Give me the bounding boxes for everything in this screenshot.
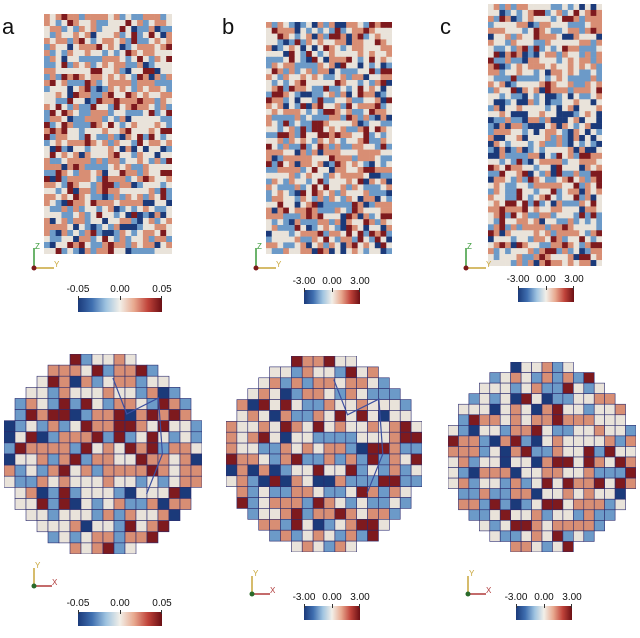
colorbar-bottom-a: -0.05 0.00 0.05 — [67, 598, 172, 638]
colorbar-gradient — [304, 606, 360, 620]
colorbar-tick-min: -3.00 — [504, 592, 528, 603]
colorbar-top-c: -3.00 0.00 3.00 — [507, 274, 602, 314]
axis-label-y: Y — [276, 260, 282, 269]
colorbar-tick-mid: 0.00 — [322, 592, 342, 603]
axis-label-x: X — [270, 586, 276, 595]
colorbar-tick-max: 3.00 — [350, 592, 370, 603]
cross-section-field-a — [4, 354, 202, 554]
cross-section-field-c — [448, 362, 636, 552]
axis-label-z: Z — [467, 242, 472, 251]
colorbar-gradient — [304, 290, 360, 304]
colorbar-tick-max: 0.05 — [152, 598, 172, 609]
axis-triad-top-c: Z Y — [463, 242, 492, 271]
axis-label-x: X — [52, 578, 58, 587]
colorbar-tick-max: 0.05 — [152, 284, 172, 295]
colorbar-top-a: -0.05 0.00 0.05 — [67, 284, 172, 324]
panel-label-a: a — [2, 14, 15, 39]
colorbar-gradient — [78, 612, 162, 626]
axis-label-x: X — [486, 586, 492, 595]
axis-label-y: Y — [54, 260, 60, 269]
axis-triad-top-b: Z Y — [253, 242, 282, 271]
colorbar-gradient — [78, 298, 162, 312]
side-view-field-b — [266, 22, 392, 254]
cross-section-field-b — [226, 356, 422, 552]
colorbar-top-b: -3.00 0.00 3.00 — [293, 276, 388, 316]
colorbar-tick-min: -3.00 — [292, 276, 316, 287]
axis-label-z: Z — [257, 242, 262, 251]
axis-triad-bottom-c: Y X — [465, 569, 492, 597]
axis-label-y: Y — [486, 260, 492, 269]
colorbar-tick-max: 3.00 — [564, 274, 584, 285]
colorbar-tick-mid: 0.00 — [322, 276, 342, 287]
axis-triad-bottom-b: Y X — [249, 569, 276, 597]
colorbar-tick-mid: 0.00 — [110, 598, 130, 609]
axis-label-y: Y — [253, 569, 259, 578]
colorbar-tick-min: -0.05 — [66, 598, 90, 609]
panel-label-c: c — [440, 14, 451, 39]
panel-label-b: b — [222, 14, 235, 39]
side-view-field-c — [488, 4, 602, 266]
colorbar-tick-mid: 0.00 — [534, 592, 554, 603]
colorbar-tick-min: -3.00 — [292, 592, 316, 603]
colorbar-bottom-b: -3.00 0.00 3.00 — [293, 592, 388, 632]
axis-label-y: Y — [35, 561, 41, 570]
axis-label-z: Z — [35, 242, 40, 251]
colorbar-tick-min: -3.00 — [506, 274, 530, 285]
colorbar-tick-min: -0.05 — [66, 284, 90, 295]
colorbar-gradient — [516, 606, 572, 620]
axis-triad-bottom-a: Y X — [31, 561, 58, 589]
colorbar-tick-max: 3.00 — [350, 276, 370, 287]
side-view-field-a — [44, 14, 172, 254]
colorbar-gradient — [518, 288, 574, 302]
colorbar-tick-mid: 0.00 — [110, 284, 130, 295]
colorbar-tick-mid: 0.00 — [536, 274, 556, 285]
colorbar-tick-max: 3.00 — [562, 592, 582, 603]
axis-triad-top-a: Z Y — [31, 242, 60, 271]
colorbar-bottom-c: -3.00 0.00 3.00 — [505, 592, 600, 632]
axis-label-y: Y — [469, 569, 475, 578]
